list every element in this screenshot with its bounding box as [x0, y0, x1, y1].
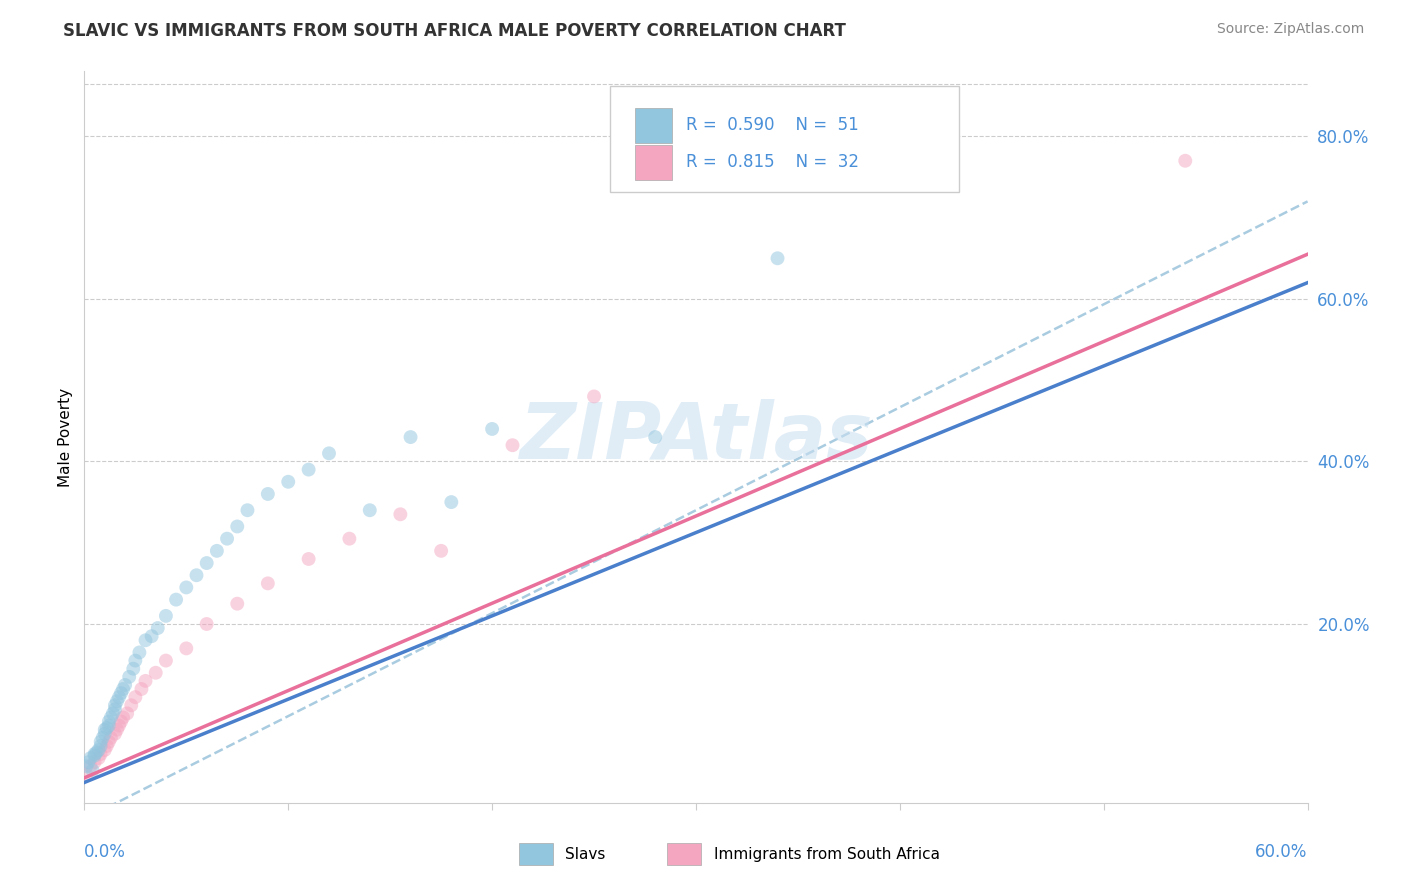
Point — [108, 718, 131, 732]
Point — [86, 746, 108, 760]
Point — [82, 764, 104, 778]
Point — [359, 503, 381, 517]
Point — [83, 755, 105, 769]
Point — [502, 438, 524, 452]
Point — [112, 681, 135, 696]
Point — [174, 581, 197, 595]
Text: Source: ZipAtlas.com: Source: ZipAtlas.com — [1216, 22, 1364, 37]
Point — [108, 690, 131, 705]
Point — [118, 670, 141, 684]
Point — [75, 767, 97, 781]
Point — [87, 751, 110, 765]
Text: R =  0.815    N =  32: R = 0.815 N = 32 — [686, 153, 859, 171]
Text: 60.0%: 60.0% — [1256, 843, 1308, 861]
Point — [257, 576, 280, 591]
Point — [100, 731, 122, 745]
Point — [236, 503, 259, 517]
Point — [583, 389, 606, 403]
Text: Slavs: Slavs — [565, 847, 606, 862]
Point — [318, 446, 340, 460]
Point — [226, 597, 249, 611]
Point — [135, 633, 157, 648]
Point — [399, 430, 422, 444]
Point — [481, 422, 503, 436]
Point — [145, 665, 167, 680]
Point — [90, 735, 112, 749]
Point — [120, 698, 142, 713]
Point — [226, 519, 249, 533]
Text: R =  0.590    N =  51: R = 0.590 N = 51 — [686, 117, 859, 135]
Point — [79, 751, 101, 765]
Point — [97, 735, 120, 749]
Point — [83, 748, 105, 763]
Point — [110, 714, 132, 729]
Point — [128, 645, 150, 659]
Point — [93, 743, 115, 757]
Point — [430, 544, 453, 558]
Point — [257, 487, 280, 501]
Point — [155, 654, 177, 668]
Point — [79, 759, 101, 773]
Point — [1174, 153, 1197, 168]
Point — [83, 747, 105, 761]
Point — [124, 690, 146, 705]
Point — [174, 641, 197, 656]
Point — [124, 654, 146, 668]
Point — [115, 706, 138, 721]
Text: Immigrants from South Africa: Immigrants from South Africa — [714, 847, 941, 862]
Point — [87, 743, 110, 757]
Point — [122, 662, 145, 676]
Text: ZIPAtlas: ZIPAtlas — [519, 399, 873, 475]
Point — [112, 710, 135, 724]
Point — [195, 556, 218, 570]
Point — [205, 544, 228, 558]
Point — [97, 714, 120, 729]
Point — [105, 694, 128, 708]
Point — [96, 739, 118, 753]
Point — [277, 475, 299, 489]
Point — [298, 462, 321, 476]
Point — [141, 629, 163, 643]
Point — [114, 678, 136, 692]
Point — [96, 721, 118, 735]
Point — [186, 568, 208, 582]
Y-axis label: Male Poverty: Male Poverty — [58, 387, 73, 487]
Point — [90, 747, 112, 761]
Point — [155, 608, 177, 623]
Point — [131, 681, 153, 696]
Point — [195, 617, 218, 632]
Point — [146, 621, 169, 635]
Point — [104, 702, 127, 716]
Point — [101, 706, 124, 721]
Point — [75, 759, 97, 773]
Point — [97, 718, 120, 732]
Point — [644, 430, 666, 444]
FancyBboxPatch shape — [636, 145, 672, 179]
Point — [105, 723, 128, 737]
Point — [104, 698, 127, 713]
FancyBboxPatch shape — [519, 843, 553, 865]
Point — [165, 592, 187, 607]
Point — [217, 532, 239, 546]
Point — [298, 552, 321, 566]
Point — [91, 731, 114, 745]
Point — [440, 495, 463, 509]
FancyBboxPatch shape — [666, 843, 700, 865]
Point — [110, 686, 132, 700]
Point — [93, 727, 115, 741]
Text: SLAVIC VS IMMIGRANTS FROM SOUTH AFRICA MALE POVERTY CORRELATION CHART: SLAVIC VS IMMIGRANTS FROM SOUTH AFRICA M… — [63, 22, 846, 40]
Point — [104, 727, 127, 741]
FancyBboxPatch shape — [610, 86, 959, 192]
Point — [90, 739, 112, 753]
Text: 0.0%: 0.0% — [84, 843, 127, 861]
Point — [766, 252, 789, 266]
Point — [339, 532, 361, 546]
Point — [389, 508, 412, 522]
FancyBboxPatch shape — [636, 108, 672, 143]
Point — [93, 723, 115, 737]
Point — [135, 673, 157, 688]
Point — [100, 710, 122, 724]
Point — [77, 755, 100, 769]
